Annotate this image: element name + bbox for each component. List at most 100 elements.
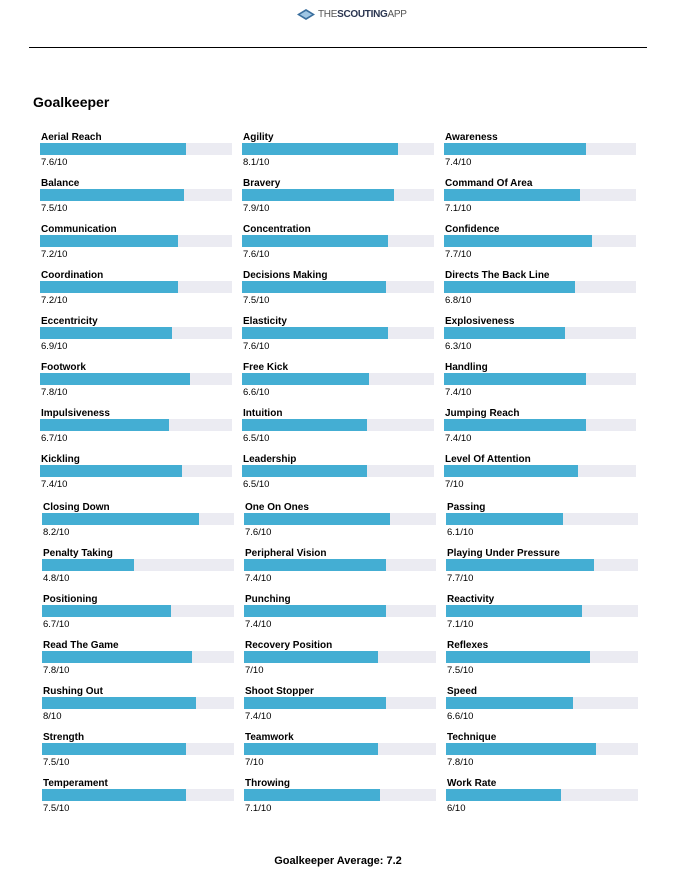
attribute-label: Teamwork bbox=[245, 732, 294, 743]
rating-bar-fill bbox=[242, 373, 369, 385]
attribute-label: Throwing bbox=[245, 778, 290, 789]
rating-bar-fill bbox=[446, 605, 583, 617]
attribute-item: Balance 7.5/10 bbox=[40, 177, 232, 223]
rating-bar-track bbox=[42, 697, 234, 709]
attribute-label: Communication bbox=[41, 224, 117, 235]
attribute-label: Strength bbox=[43, 732, 85, 743]
attribute-item: Coordination 7.2/10 bbox=[40, 269, 232, 315]
rating-bar-track bbox=[444, 143, 636, 155]
rating-bar-track bbox=[446, 651, 638, 663]
attribute-label: Passing bbox=[447, 502, 486, 513]
rating-bar-track bbox=[40, 465, 232, 477]
rating-bar-fill bbox=[40, 189, 184, 201]
attribute-label: Technique bbox=[447, 732, 497, 743]
attribute-item: Jumping Reach 7.4/10 bbox=[444, 407, 636, 453]
attribute-label: Speed bbox=[447, 686, 478, 697]
attribute-value: 7.5/10 bbox=[43, 757, 70, 768]
rating-bar-fill bbox=[40, 235, 179, 247]
attribute-item: Agility 8.1/10 bbox=[242, 131, 434, 177]
attribute-label: Kickling bbox=[41, 454, 80, 465]
attribute-label: Balance bbox=[41, 178, 80, 189]
attribute-label: Closing Down bbox=[43, 502, 110, 513]
rating-bar-track bbox=[42, 789, 234, 801]
attribute-value: 8.1/10 bbox=[243, 157, 270, 168]
rating-bar-fill bbox=[42, 605, 171, 617]
rating-bar-track bbox=[244, 605, 436, 617]
attribute-item: Directs The Back Line 6.8/10 bbox=[444, 269, 636, 315]
rating-bar-fill bbox=[242, 327, 388, 339]
rating-bar-track bbox=[40, 373, 232, 385]
rating-bar-fill bbox=[242, 235, 388, 247]
attribute-item: Playing Under Pressure 7.7/10 bbox=[446, 547, 638, 593]
rating-bar-fill bbox=[244, 651, 379, 663]
rating-bar-track bbox=[242, 419, 434, 431]
attribute-value: 7.7/10 bbox=[447, 573, 474, 584]
attribute-value: 7.8/10 bbox=[447, 757, 474, 768]
attribute-item: Explosiveness 6.3/10 bbox=[444, 315, 636, 361]
attribute-item: Closing Down 8.2/10 bbox=[42, 501, 234, 547]
rating-bar-track bbox=[446, 559, 638, 571]
attribute-label: Read The Game bbox=[43, 640, 119, 651]
attribute-value: 7.2/10 bbox=[41, 249, 68, 260]
attribute-value: 7.4/10 bbox=[41, 479, 68, 490]
attribute-label: Playing Under Pressure bbox=[447, 548, 560, 559]
attribute-label: Jumping Reach bbox=[445, 408, 520, 419]
rating-bar-track bbox=[40, 143, 232, 155]
attribute-value: 7.4/10 bbox=[445, 433, 472, 444]
attribute-label: One On Ones bbox=[245, 502, 309, 513]
attribute-label: Eccentricity bbox=[41, 316, 98, 327]
attribute-label: Intuition bbox=[243, 408, 283, 419]
attribute-label: Shoot Stopper bbox=[245, 686, 314, 697]
attribute-item: Communication 7.2/10 bbox=[40, 223, 232, 269]
attribute-label: Level Of Attention bbox=[445, 454, 531, 465]
attribute-value: 7.4/10 bbox=[245, 711, 272, 722]
attribute-item: Aerial Reach 7.6/10 bbox=[40, 131, 232, 177]
attribute-label: Awareness bbox=[445, 132, 498, 143]
attribute-label: Rushing Out bbox=[43, 686, 103, 697]
attribute-item: Rushing Out 8/10 bbox=[42, 685, 234, 731]
rating-bar-fill bbox=[40, 281, 179, 293]
attribute-item: Temperament 7.5/10 bbox=[42, 777, 234, 823]
attribute-value: 7.1/10 bbox=[245, 803, 272, 814]
attribute-value: 7.2/10 bbox=[41, 295, 68, 306]
attribute-label: Elasticity bbox=[243, 316, 287, 327]
attribute-label: Decisions Making bbox=[243, 270, 328, 281]
attribute-label: Directs The Back Line bbox=[445, 270, 550, 281]
attribute-value: 6.3/10 bbox=[445, 341, 472, 352]
attribute-item: Passing 6.1/10 bbox=[446, 501, 638, 547]
rating-bar-track bbox=[446, 789, 638, 801]
attribute-value: 7.1/10 bbox=[445, 203, 472, 214]
rating-bar-track bbox=[244, 559, 436, 571]
rating-bar-fill bbox=[444, 373, 587, 385]
rating-bar-track bbox=[444, 465, 636, 477]
rating-bar-fill bbox=[444, 465, 579, 477]
attribute-value: 7.9/10 bbox=[243, 203, 270, 214]
logo: THESCOUTINGAPP bbox=[297, 9, 407, 20]
rating-bar-fill bbox=[244, 697, 387, 709]
attribute-value: 4.8/10 bbox=[43, 573, 70, 584]
attribute-value: 6.7/10 bbox=[41, 433, 68, 444]
rating-bar-fill bbox=[244, 559, 387, 571]
rating-bar-fill bbox=[40, 327, 173, 339]
attribute-value: 7.1/10 bbox=[447, 619, 474, 630]
attribute-label: Confidence bbox=[445, 224, 500, 235]
rating-bar-fill bbox=[242, 419, 367, 431]
attribute-item: Confidence 7.7/10 bbox=[444, 223, 636, 269]
attribute-value: 7.7/10 bbox=[445, 249, 472, 260]
attribute-label: Temperament bbox=[43, 778, 108, 789]
attribute-item: Penalty Taking 4.8/10 bbox=[42, 547, 234, 593]
attribute-label: Recovery Position bbox=[245, 640, 333, 651]
rating-bar-track bbox=[244, 513, 436, 525]
attribute-item: Decisions Making 7.5/10 bbox=[242, 269, 434, 315]
rating-bar-track bbox=[244, 743, 436, 755]
rating-bar-fill bbox=[242, 143, 398, 155]
rating-bar-track bbox=[244, 651, 436, 663]
rating-bar-track bbox=[242, 373, 434, 385]
rating-bar-track bbox=[42, 513, 234, 525]
rating-bar-track bbox=[40, 327, 232, 339]
rating-bar-track bbox=[242, 465, 434, 477]
attribute-label: Handling bbox=[445, 362, 488, 373]
attribute-value: 7.5/10 bbox=[243, 295, 270, 306]
attribute-value: 7/10 bbox=[245, 757, 264, 768]
attribute-item: Read The Game 7.8/10 bbox=[42, 639, 234, 685]
